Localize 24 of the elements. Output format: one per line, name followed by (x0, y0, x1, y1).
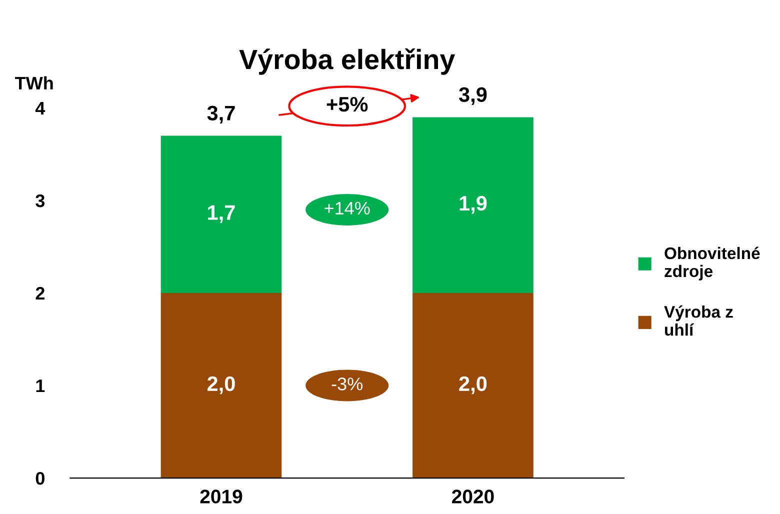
x-tick-label: 2020 (452, 490, 494, 504)
y-tick-label: 4 (35, 102, 46, 114)
chart-title: Výroba elektřiny (239, 48, 456, 75)
y-tick-label: 0 (36, 472, 44, 485)
y-tick-label: 3 (36, 194, 45, 208)
y-tick-label: 1 (36, 380, 45, 392)
legend-label: Obnovitelné zdroje (664, 246, 760, 280)
data-label: 1,7 (208, 205, 235, 223)
data-label: 1,9 (460, 196, 487, 214)
annotation: +14% (324, 202, 370, 214)
total-label: 3,7 (207, 106, 235, 124)
total-label: 3,9 (458, 87, 487, 105)
y-tick-label: 2 (36, 286, 44, 300)
x-tick-label: 2019 (200, 490, 242, 504)
data-label: 2,0 (207, 376, 235, 394)
legend-label: Výroba z uhlí (664, 305, 733, 336)
y-axis-title: TWh (15, 76, 53, 90)
bar (412, 292, 534, 478)
bar (160, 292, 282, 478)
bar (412, 117, 534, 293)
annotation: +5% (326, 96, 368, 112)
data-label: 2,0 (459, 376, 487, 394)
bar (160, 136, 282, 293)
annotation: -3% (332, 378, 363, 390)
